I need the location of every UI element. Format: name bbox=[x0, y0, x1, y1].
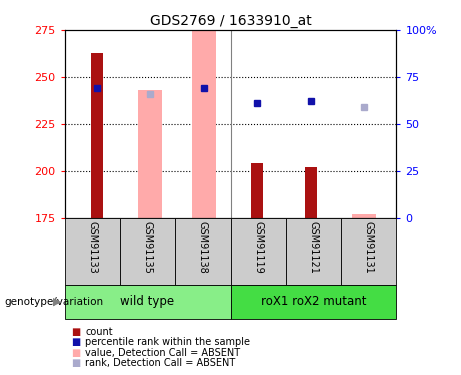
Text: GSM91138: GSM91138 bbox=[198, 221, 208, 274]
Bar bbox=[192, 30, 216, 217]
Text: GSM91121: GSM91121 bbox=[308, 221, 319, 274]
Text: wild type: wild type bbox=[120, 296, 175, 308]
Bar bbox=[230, 285, 396, 319]
Text: ▶: ▶ bbox=[53, 297, 61, 307]
Bar bbox=[138, 90, 162, 218]
Text: rank, Detection Call = ABSENT: rank, Detection Call = ABSENT bbox=[85, 358, 236, 368]
Text: ■: ■ bbox=[71, 348, 81, 358]
Bar bbox=[175, 217, 230, 285]
Bar bbox=[65, 285, 230, 319]
Text: ■: ■ bbox=[71, 338, 81, 347]
Bar bbox=[286, 217, 341, 285]
Text: percentile rank within the sample: percentile rank within the sample bbox=[85, 338, 250, 347]
Text: count: count bbox=[85, 327, 113, 337]
Text: GSM91135: GSM91135 bbox=[142, 221, 153, 274]
Text: GSM91119: GSM91119 bbox=[253, 221, 263, 274]
Bar bbox=[251, 163, 263, 218]
Title: GDS2769 / 1633910_at: GDS2769 / 1633910_at bbox=[150, 13, 311, 28]
Bar bbox=[230, 217, 286, 285]
Text: ■: ■ bbox=[71, 327, 81, 337]
Text: GSM91131: GSM91131 bbox=[364, 221, 374, 274]
Text: ■: ■ bbox=[71, 358, 81, 368]
Text: value, Detection Call = ABSENT: value, Detection Call = ABSENT bbox=[85, 348, 240, 358]
Bar bbox=[352, 214, 376, 217]
Bar bbox=[341, 217, 396, 285]
Text: roX1 roX2 mutant: roX1 roX2 mutant bbox=[261, 296, 366, 308]
Text: GSM91133: GSM91133 bbox=[87, 221, 97, 274]
Bar bbox=[91, 53, 102, 217]
Bar bbox=[65, 217, 120, 285]
Bar bbox=[305, 167, 317, 218]
Text: genotype/variation: genotype/variation bbox=[5, 297, 104, 307]
Bar bbox=[120, 217, 175, 285]
